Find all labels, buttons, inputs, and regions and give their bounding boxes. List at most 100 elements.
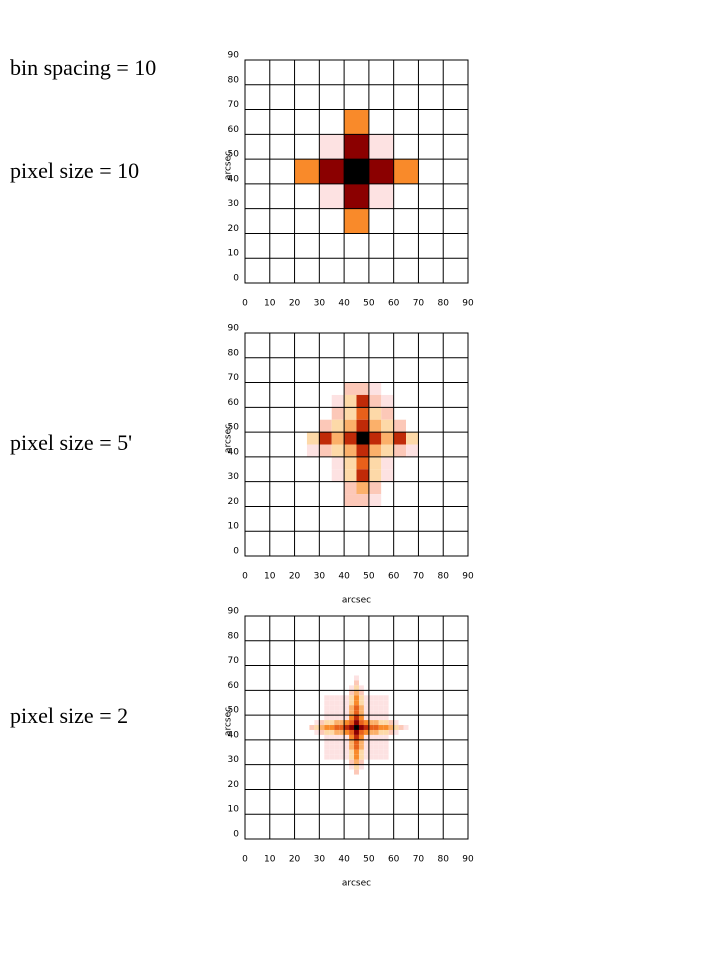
cell (319, 759, 325, 765)
cell (381, 432, 394, 445)
cell (383, 725, 389, 730)
y-tick-label: 30 (228, 755, 240, 765)
cell (363, 710, 369, 716)
cell (356, 494, 369, 507)
cell (319, 715, 325, 721)
cell (368, 419, 382, 433)
cell (393, 432, 407, 445)
cell (358, 715, 364, 721)
cell (378, 720, 384, 726)
cell (383, 680, 389, 686)
cell (324, 764, 330, 770)
cell (358, 705, 364, 711)
cell (398, 739, 404, 745)
cell (356, 419, 369, 433)
cell (314, 685, 320, 691)
cell (354, 754, 359, 760)
y-tick-label: 10 (228, 249, 240, 259)
cell (349, 700, 355, 706)
cell (349, 725, 355, 730)
cell (324, 754, 330, 760)
cell (373, 729, 379, 735)
cell (368, 695, 374, 701)
cell (349, 695, 355, 701)
cell (339, 700, 345, 706)
cell (306, 382, 320, 395)
cell (358, 695, 364, 701)
cell (368, 469, 382, 482)
cell (324, 769, 330, 775)
cell (406, 407, 419, 420)
cell (334, 739, 340, 745)
cell (393, 444, 407, 457)
y-tick-label: 50 (228, 423, 240, 433)
cell (373, 744, 379, 750)
cell (388, 754, 394, 760)
x-tick-label: 0 (242, 572, 248, 582)
x-tick-label: 0 (242, 299, 248, 309)
cell (368, 754, 374, 760)
cell (368, 749, 374, 755)
cell (403, 744, 409, 750)
y-tick-label: 70 (228, 656, 240, 666)
cell (381, 456, 394, 470)
cell (314, 690, 320, 696)
cell (309, 695, 315, 701)
cell (349, 715, 355, 721)
cell (334, 685, 340, 691)
cell (314, 695, 320, 701)
cell (393, 208, 419, 234)
cell (368, 769, 374, 775)
cell (388, 690, 394, 696)
y-tick-label: 10 (228, 522, 240, 532)
cell (393, 183, 419, 209)
x-tick-label: 90 (462, 299, 474, 309)
x-tick-label: 30 (314, 572, 326, 582)
cell (403, 759, 409, 765)
cell (358, 720, 364, 726)
y-axis-label: arcsec (224, 424, 234, 453)
cell (344, 700, 350, 706)
cell (344, 769, 350, 775)
cell (356, 407, 369, 420)
cell (354, 734, 359, 740)
cell (324, 700, 330, 706)
cell (393, 715, 399, 721)
cell (373, 715, 379, 721)
cell (368, 700, 374, 706)
cell (309, 720, 315, 726)
cell (383, 675, 389, 681)
cell (393, 382, 407, 395)
cell (356, 481, 369, 495)
cell (331, 481, 345, 495)
cell (398, 749, 404, 755)
cell (358, 739, 364, 745)
cell (358, 680, 364, 686)
y-tick-label: 90 (228, 607, 240, 617)
cell (368, 705, 374, 711)
x-axis-label: arcsec (342, 879, 371, 889)
x-tick-label: 20 (289, 299, 301, 309)
cell (393, 769, 399, 775)
y-tick-label: 40 (228, 447, 240, 457)
cell (373, 695, 379, 701)
cell (403, 739, 409, 745)
cell (373, 734, 379, 740)
cell (349, 759, 355, 765)
cell (358, 734, 364, 740)
cell (383, 695, 389, 701)
cell (393, 469, 407, 482)
cell (349, 734, 355, 740)
cell (309, 744, 315, 750)
cell (378, 759, 384, 765)
cell (329, 734, 335, 740)
x-tick-label: 80 (437, 855, 449, 865)
cell (319, 134, 345, 160)
cell (406, 444, 419, 457)
cell (306, 444, 320, 457)
y-tick-label: 0 (233, 830, 239, 840)
cell (393, 456, 407, 470)
cell (309, 759, 315, 765)
cell (403, 725, 409, 730)
cell (314, 744, 320, 750)
